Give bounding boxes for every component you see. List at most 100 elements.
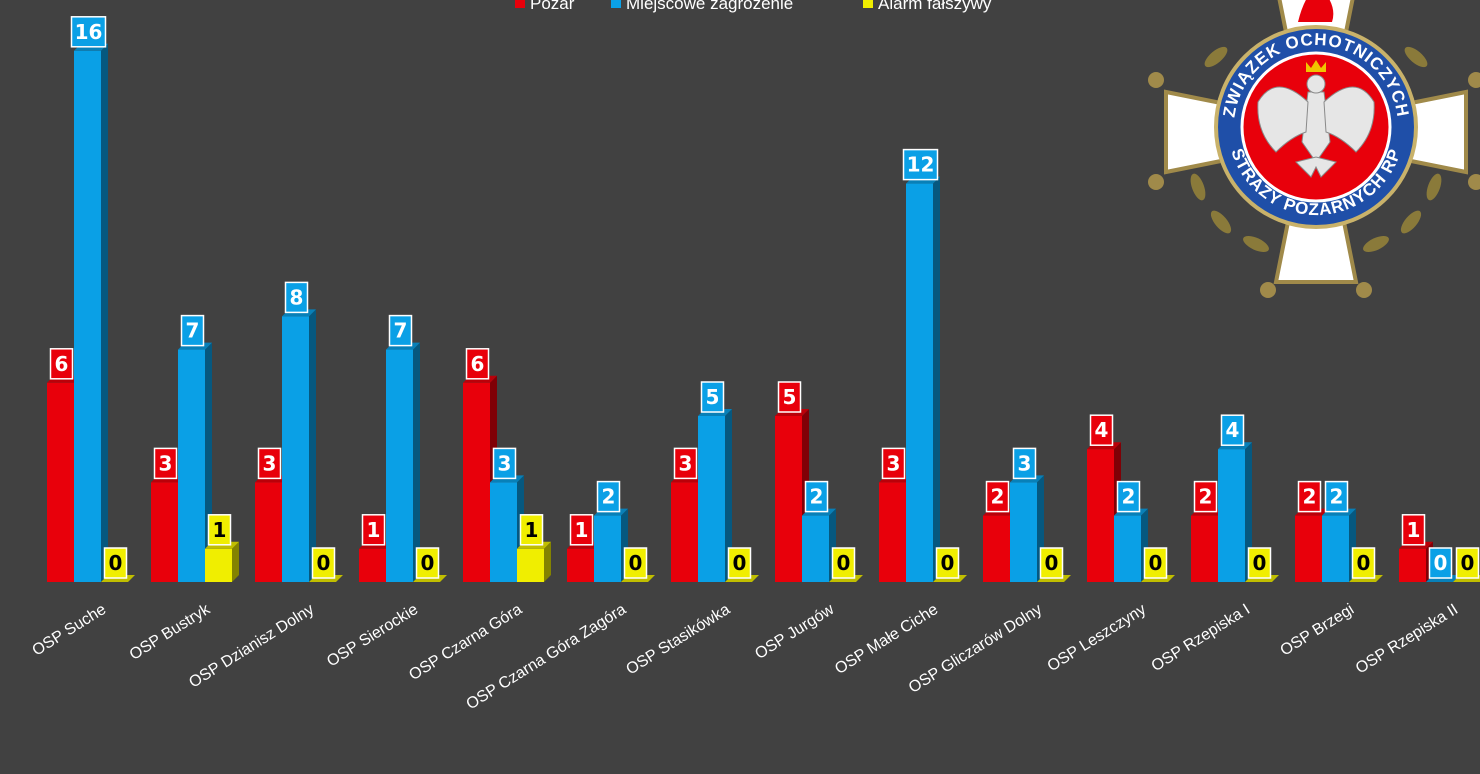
data-label: 2: [804, 480, 829, 513]
svg-text:6: 6: [55, 352, 69, 376]
data-label: 1: [1401, 514, 1426, 546]
svg-text:5: 5: [706, 385, 720, 409]
data-label: 3: [492, 447, 517, 480]
svg-text:0: 0: [1461, 551, 1475, 575]
bar: [205, 541, 239, 582]
data-label: 1: [207, 514, 232, 546]
svg-text:2: 2: [810, 485, 824, 509]
category-label: OSP Jurgów: [752, 601, 837, 663]
data-label: 1: [519, 514, 544, 546]
data-label: 5: [777, 381, 802, 413]
data-label: 2: [1116, 480, 1141, 513]
data-label: 0: [311, 547, 336, 579]
svg-text:0: 0: [421, 551, 435, 575]
category-label: OSP Rzepiska I: [1149, 601, 1254, 675]
svg-text:0: 0: [1253, 551, 1267, 575]
legend-swatch: [611, 0, 621, 8]
svg-text:3: 3: [679, 451, 693, 475]
data-label: 3: [673, 447, 698, 480]
bar: [282, 309, 316, 582]
data-label: 6: [49, 348, 74, 380]
data-label: 3: [1012, 447, 1037, 480]
svg-text:2: 2: [1199, 485, 1213, 509]
data-label: 0: [103, 547, 128, 579]
osp-emblem-logo: ZWIĄZEK OCHOTNICZYCH STRAŻY POŻARNYCH RP: [1148, 0, 1480, 298]
svg-text:8: 8: [290, 285, 304, 309]
svg-text:0: 0: [733, 551, 747, 575]
svg-text:0: 0: [837, 551, 851, 575]
category-label: OSP Sierockie: [324, 601, 421, 670]
flame-icon: [1298, 0, 1334, 22]
bar: [698, 409, 732, 582]
bar: [1114, 508, 1148, 582]
svg-text:0: 0: [1434, 551, 1448, 575]
svg-text:1: 1: [367, 518, 381, 542]
data-label: 7: [180, 314, 205, 347]
bar: [386, 342, 420, 582]
data-label: 0: [623, 547, 648, 579]
bar: [1218, 442, 1252, 582]
bar: [1399, 541, 1433, 582]
bar: [906, 176, 940, 582]
svg-text:1: 1: [1407, 518, 1421, 542]
svg-text:3: 3: [159, 451, 173, 475]
data-label: 0: [1247, 547, 1272, 579]
svg-text:0: 0: [1149, 551, 1163, 575]
svg-text:7: 7: [186, 319, 200, 343]
data-label: 12: [902, 148, 939, 181]
data-label: 0: [1455, 547, 1480, 579]
svg-text:2: 2: [1303, 485, 1317, 509]
svg-text:1: 1: [213, 518, 227, 542]
svg-text:3: 3: [887, 451, 901, 475]
category-label: OSP Małe Ciche: [832, 601, 941, 678]
bar: [594, 508, 628, 582]
svg-text:0: 0: [1045, 551, 1059, 575]
data-label: 2: [985, 480, 1010, 513]
svg-text:3: 3: [1018, 451, 1032, 475]
svg-text:12: 12: [907, 153, 935, 177]
svg-text:0: 0: [629, 551, 643, 575]
data-label: 2: [1324, 480, 1349, 513]
svg-text:2: 2: [991, 485, 1005, 509]
bar: [802, 508, 836, 582]
svg-text:0: 0: [109, 551, 123, 575]
data-label: 0: [727, 547, 752, 579]
svg-text:2: 2: [1330, 485, 1344, 509]
svg-text:4: 4: [1226, 418, 1240, 442]
svg-text:3: 3: [263, 451, 277, 475]
eagle-icon: [1257, 74, 1375, 178]
bar: [178, 342, 212, 582]
data-label: 1: [361, 514, 386, 546]
data-label: 6: [465, 348, 490, 380]
svg-text:2: 2: [1122, 485, 1136, 509]
data-label: 0: [1143, 547, 1168, 579]
svg-text:1: 1: [525, 518, 539, 542]
legend-swatch: [863, 0, 873, 8]
svg-text:1: 1: [575, 518, 589, 542]
data-label: 0: [1039, 547, 1064, 579]
data-label: 0: [1428, 547, 1453, 579]
svg-text:4: 4: [1095, 418, 1109, 442]
legend-label: Alarm fałszywy: [878, 0, 992, 13]
svg-text:16: 16: [75, 20, 103, 44]
svg-text:7: 7: [394, 319, 408, 343]
data-label: 0: [415, 547, 440, 579]
data-label: 7: [388, 314, 413, 347]
svg-text:3: 3: [498, 451, 512, 475]
bar: [517, 541, 551, 582]
data-label: 2: [596, 480, 621, 513]
data-label: 0: [1351, 547, 1376, 579]
data-label: 5: [700, 381, 725, 413]
category-label: OSP Rzepiska II: [1353, 601, 1461, 677]
data-label: 8: [284, 281, 309, 314]
data-label: 4: [1089, 414, 1114, 446]
bar: [74, 43, 108, 583]
bar: [1322, 508, 1356, 582]
legend: Pożar Miejscowe zagrożenie Alarm fałszywy: [515, 0, 992, 13]
category-label: OSP Suche: [29, 601, 109, 660]
svg-text:2: 2: [602, 485, 616, 509]
crown-icon: [1306, 60, 1326, 72]
